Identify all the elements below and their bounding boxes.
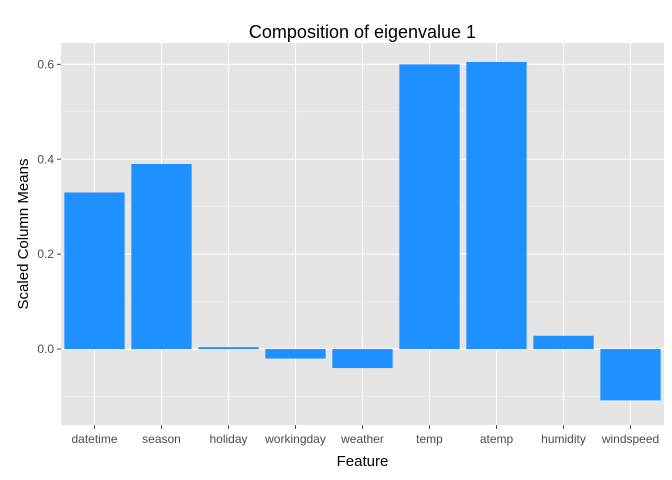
bars	[64, 61, 661, 401]
bar-datetime	[64, 192, 125, 350]
y-axis: 0.0 0.2 0.4 0.6	[37, 57, 61, 356]
y-tick-label: 0.2	[37, 247, 54, 261]
x-tick-label: temp	[416, 432, 443, 446]
x-axis-title: Feature	[337, 453, 389, 470]
y-axis-title: Scaled Column Means	[15, 159, 32, 310]
x-axis: datetime season holiday workingday weather te…	[71, 425, 659, 446]
bar-weather	[332, 349, 393, 369]
x-tick-label: holiday	[209, 432, 247, 446]
y-tick-label: 0.6	[37, 57, 54, 71]
bar-season	[131, 164, 192, 350]
bar-holiday	[198, 347, 259, 350]
y-tick-label: 0.0	[37, 342, 54, 356]
x-tick-label: humidity	[541, 432, 586, 446]
bar-humidity	[533, 335, 594, 350]
x-tick-label: atemp	[480, 432, 514, 446]
bar-atemp	[466, 61, 527, 350]
x-tick-label: workingday	[264, 432, 326, 446]
bar-temp	[399, 64, 460, 350]
bar-windspeed	[600, 349, 661, 401]
x-tick-label: weather	[340, 432, 384, 446]
y-tick-label: 0.4	[37, 152, 54, 166]
x-tick-label: datetime	[71, 432, 117, 446]
x-tick-label: season	[142, 432, 181, 446]
x-tick-label: windspeed	[601, 432, 659, 446]
bar-workingday	[265, 349, 326, 359]
chart-title: Composition of eigenvalue 1	[249, 22, 476, 42]
